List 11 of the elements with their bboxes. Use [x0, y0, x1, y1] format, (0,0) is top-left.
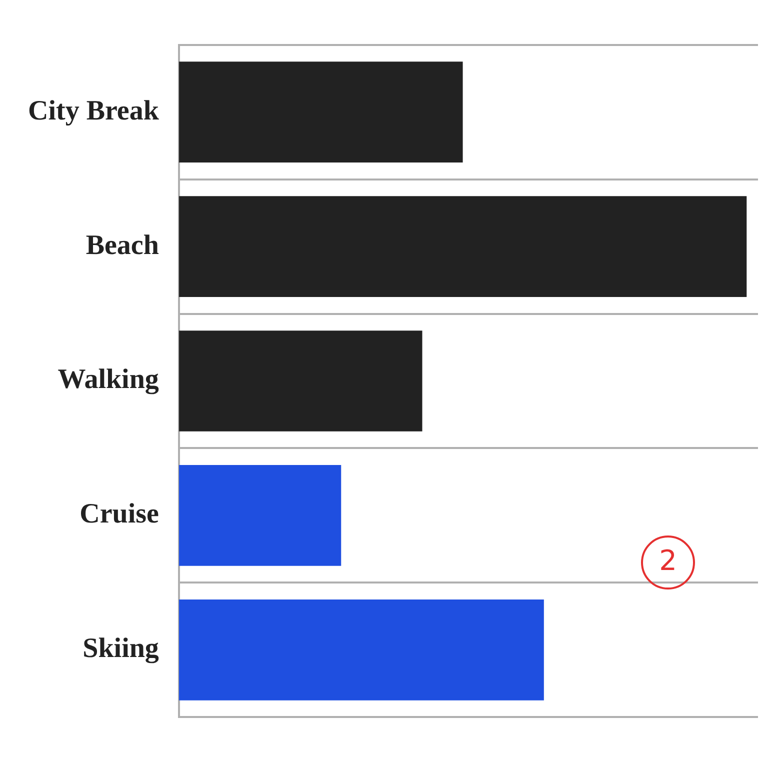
- y-tick-label: Beach: [86, 230, 160, 261]
- bar: [178, 465, 342, 566]
- bar: [178, 330, 422, 432]
- bar: [178, 196, 747, 297]
- bar: [178, 600, 544, 700]
- y-tick-label: Walking: [58, 364, 159, 396]
- y-tick-label: City Break: [28, 95, 160, 126]
- annotation: 2: [659, 544, 677, 577]
- bar: [178, 62, 463, 162]
- y-tick-label: Cruise: [80, 498, 159, 530]
- y-tick-label: Skiing: [82, 633, 159, 664]
